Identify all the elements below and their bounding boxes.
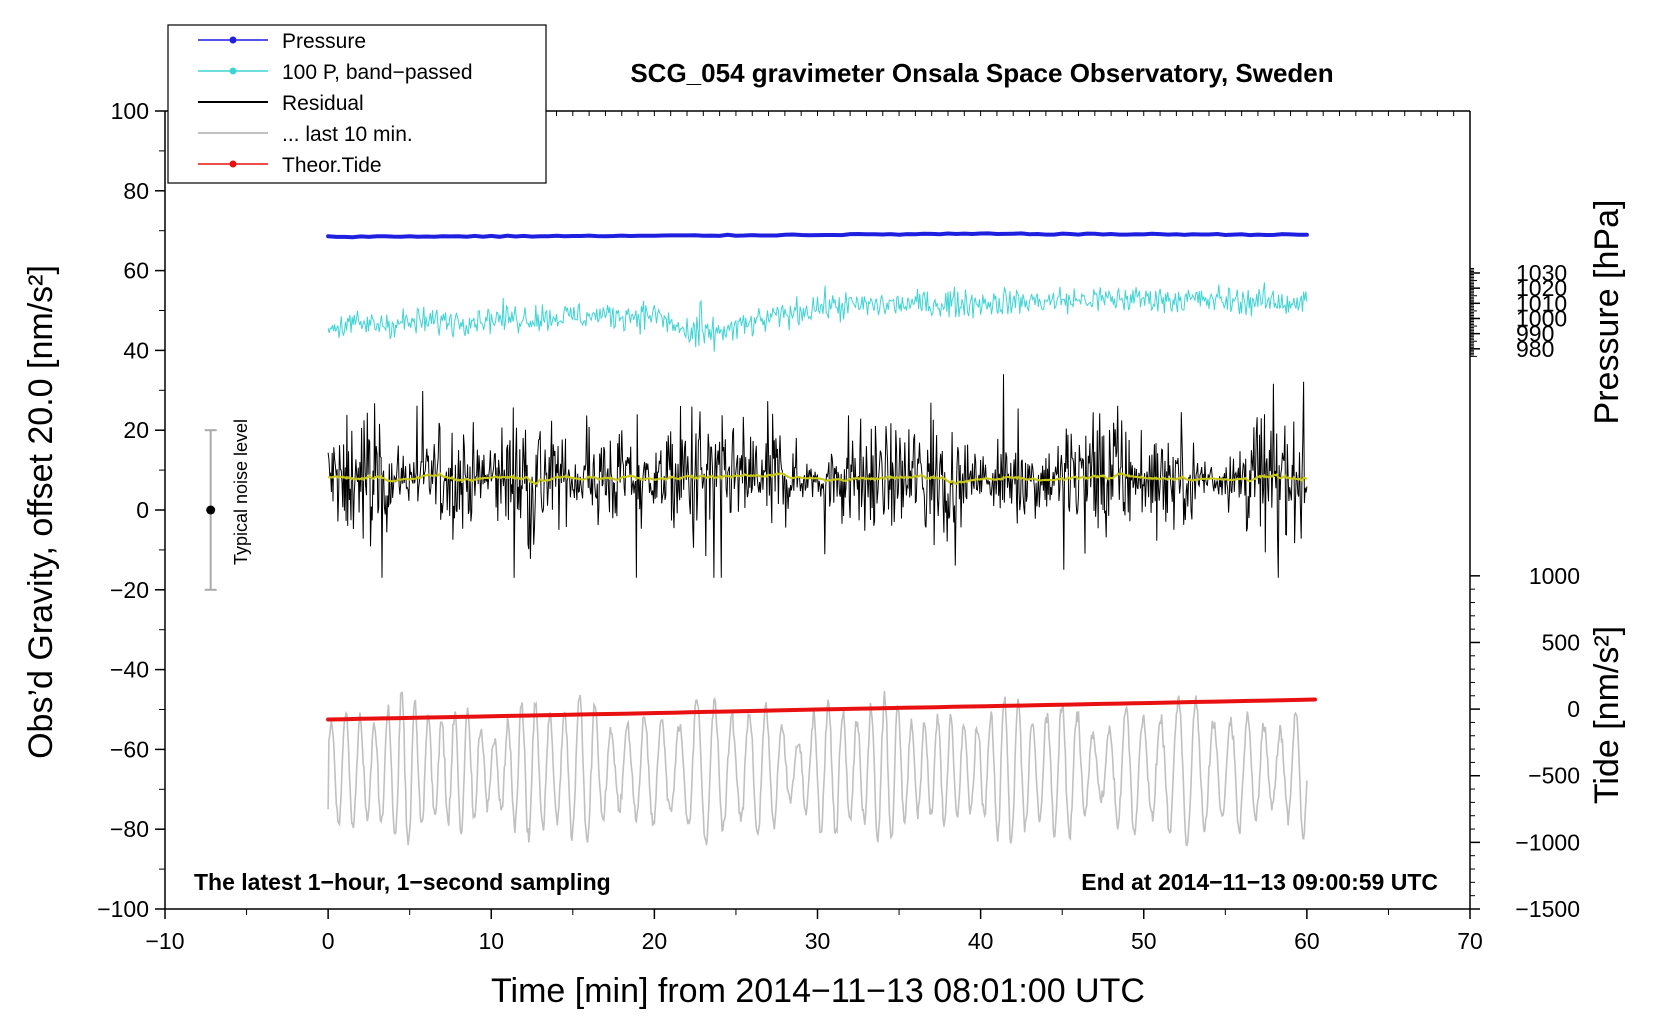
legend-marker-tide xyxy=(229,160,237,168)
legend-marker-pressure xyxy=(229,36,237,44)
left-tick-label: 40 xyxy=(123,337,149,363)
tide-tick-label: 0 xyxy=(1567,696,1580,722)
legend-label-bandpassed: 100 P, band−passed xyxy=(282,61,473,84)
left-tick-label: 20 xyxy=(123,417,149,443)
x-tick-label: 10 xyxy=(478,928,504,954)
legend-entry-tide: Theor.Tide xyxy=(198,154,382,177)
pressure-axis-title: Pressure [hPa] xyxy=(1588,200,1626,425)
legend-entry-last10: ... last 10 min. xyxy=(198,123,413,146)
pressure-tick-label: 1000 xyxy=(1516,305,1567,331)
pressure-tick-label: 980 xyxy=(1516,336,1554,362)
x-tick-label: 40 xyxy=(968,928,994,954)
end-time-annotation: End at 2014−11−13 09:00:59 UTC xyxy=(1081,869,1438,895)
left-tick-label: 100 xyxy=(111,98,149,124)
x-axis-tick-labels: −10 0 10 20 30 40 50 60 70 xyxy=(145,928,1482,954)
x-tick-label: 70 xyxy=(1457,928,1483,954)
left-tick-label: 60 xyxy=(123,258,149,284)
pressure-tick-label: 1030 xyxy=(1516,260,1567,286)
pressure-tick-label: 1020 xyxy=(1516,275,1567,301)
legend-label-pressure: Pressure xyxy=(282,30,366,53)
pressure-tick-label: 990 xyxy=(1516,321,1554,347)
pressure-line xyxy=(326,231,1309,240)
sampling-annotation: The latest 1−hour, 1−second sampling xyxy=(194,869,611,895)
tide-tick-label: −1000 xyxy=(1515,829,1580,855)
tide-tick-label: 500 xyxy=(1542,629,1580,655)
left-tick-label: −20 xyxy=(110,577,149,603)
left-tick-label: 80 xyxy=(123,178,149,204)
x-tick-label: 60 xyxy=(1294,928,1320,954)
residual-line xyxy=(327,374,1308,578)
x-axis-title: Time [min] from 2014−11−13 08:01:00 UTC xyxy=(491,972,1145,1010)
legend-entry-residual: Residual xyxy=(198,92,364,115)
chart-title: SCG_054 gravimeter Onsala Space Observat… xyxy=(630,58,1333,88)
x-tick-label: 0 xyxy=(322,928,335,954)
tide-axis-title: Tide [nm/s²] xyxy=(1588,626,1626,804)
x-tick-label: 30 xyxy=(805,928,831,954)
legend-entry-pressure: Pressure xyxy=(198,30,366,53)
series-layer xyxy=(326,231,1317,847)
left-axis-tick-labels: 100 80 60 40 20 0 −20 −40 −60 −80 −100 xyxy=(97,98,149,922)
legend-label-last10: ... last 10 min. xyxy=(282,123,413,146)
x-tick-label: 20 xyxy=(642,928,668,954)
left-tick-label: −60 xyxy=(110,736,149,762)
noise-label: Typical noise level xyxy=(231,419,251,565)
residual-smoothed-line xyxy=(327,471,1308,486)
legend-box xyxy=(167,24,547,184)
legend-marker-bandpassed xyxy=(229,67,237,75)
legend: Pressure 100 P, band−passed Residual ...… xyxy=(167,24,547,184)
pressure-tick-label: 1010 xyxy=(1516,290,1567,316)
legend-label-tide: Theor.Tide xyxy=(282,154,382,177)
tide-axis-tick-labels: 1000 500 0 −500 −1000 −1500 xyxy=(1515,563,1580,922)
theor-tide-line xyxy=(326,697,1317,722)
tide-tick-label: 1000 xyxy=(1529,563,1580,589)
left-tick-label: −40 xyxy=(110,657,149,683)
left-axis-title: Obs’d Gravity, offset 20.0 [nm/s²] xyxy=(22,265,60,759)
noise-bar-center-dot xyxy=(206,505,216,515)
left-tick-label: −80 xyxy=(110,816,149,842)
typical-noise-bar xyxy=(204,429,217,591)
x-tick-label: −10 xyxy=(145,928,184,954)
legend-label-residual: Residual xyxy=(282,92,364,115)
last-10-min-line xyxy=(327,690,1308,847)
tide-tick-label: −500 xyxy=(1528,763,1580,789)
tide-tick-label: −1500 xyxy=(1515,896,1580,922)
left-tick-label: 0 xyxy=(136,497,149,523)
x-tick-label: 50 xyxy=(1131,928,1157,954)
left-tick-label: −100 xyxy=(97,896,149,922)
bandpassed-line xyxy=(327,282,1308,352)
legend-entry-bandpassed: 100 P, band−passed xyxy=(198,61,473,84)
